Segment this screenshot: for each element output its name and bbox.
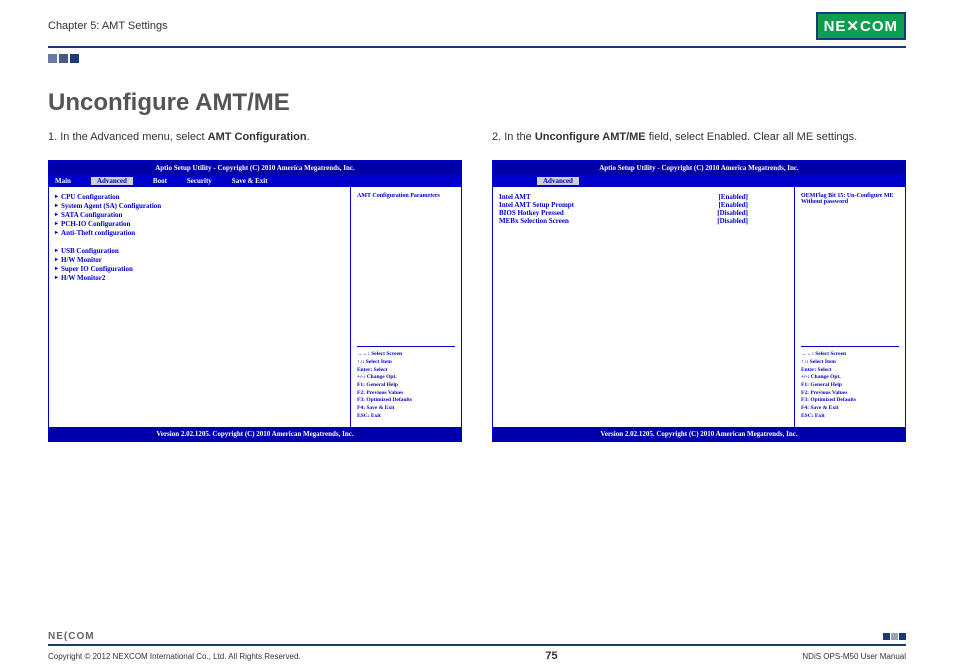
header-divider bbox=[48, 46, 906, 48]
bios-screenshot-1: Aptio Setup Utility - Copyright (C) 2010… bbox=[48, 160, 462, 442]
nexcom-logo: NE✕COM bbox=[816, 12, 906, 40]
page-title: Unconfigure AMT/ME bbox=[48, 89, 906, 117]
chapter-label: Chapter 5: AMT Settings bbox=[48, 20, 168, 32]
decorative-squares bbox=[48, 54, 954, 63]
bios-tabs: Advanced bbox=[493, 175, 905, 187]
step-2: 2. In the Unconfigure AMT/ME field, sele… bbox=[492, 129, 906, 146]
step-1: 1. In the Advanced menu, select AMT Conf… bbox=[48, 129, 462, 146]
bios-screenshot-2: Aptio Setup Utility - Copyright (C) 2010… bbox=[492, 160, 906, 442]
footer-content: Copyright © 2012 NEXCOM International Co… bbox=[0, 646, 954, 672]
bios-tabs: MainAdvancedBootSecuritySave & Exit bbox=[49, 175, 461, 187]
footer-logo: NE(COM bbox=[48, 631, 906, 642]
